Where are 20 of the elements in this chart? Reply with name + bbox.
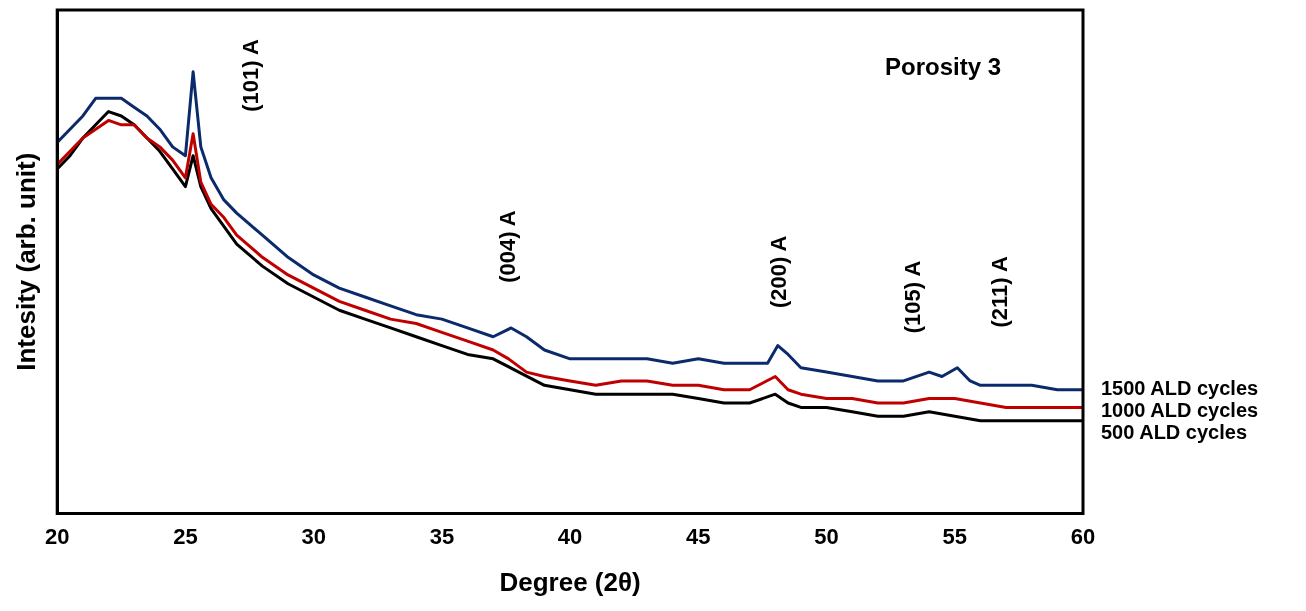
x-tick-label: 35	[429, 523, 455, 549]
series-label: 500 ALD cycles	[1101, 421, 1248, 444]
y-axis-title: Intesity (arb. unit)	[10, 152, 41, 371]
x-axis-title: Degree (2θ)	[499, 566, 641, 597]
x-tick-label: 40	[557, 523, 583, 549]
x-tick-label: 30	[301, 523, 326, 549]
annotation: (211) A	[987, 256, 1012, 328]
annotation: (004) A	[494, 210, 520, 283]
annotation: (105) A	[899, 260, 925, 334]
series-label: 1000 ALD cycles	[1101, 399, 1259, 422]
x-tick-label: 20	[44, 523, 70, 549]
x-tick-label: 60	[1070, 523, 1096, 549]
series-label: 1500 ALD cycles	[1101, 377, 1259, 400]
chart-title: Porosity 3	[884, 52, 1002, 80]
annotation: (200) A	[766, 235, 792, 309]
x-tick-label: 45	[686, 523, 711, 549]
annotation: (101) A	[238, 39, 264, 112]
x-tick-label: 55	[942, 523, 968, 549]
x-tick-label: 50	[814, 523, 839, 549]
x-tick-label: 25	[173, 523, 198, 549]
